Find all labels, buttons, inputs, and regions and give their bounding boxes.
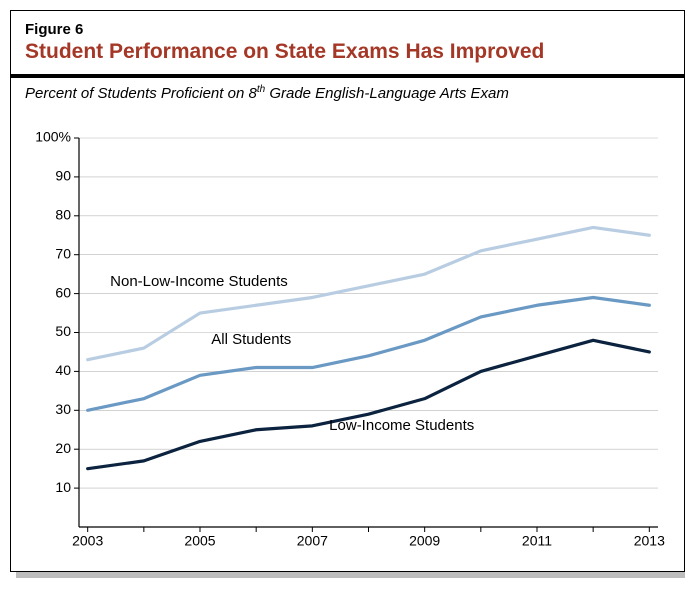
figure-header: Figure 6 Student Performance on State Ex… [11,11,684,74]
subtitle-sup: th [257,84,265,95]
x-tick-label: 2013 [634,532,665,548]
y-tick-label: 10 [55,479,71,495]
y-tick-label: 30 [55,401,71,417]
x-tick-label: 2003 [72,532,103,548]
series-label: All Students [211,331,291,348]
figure-container: Figure 6 Student Performance on State Ex… [10,10,685,582]
x-tick-label: 2011 [522,532,552,548]
y-tick-label: 50 [55,323,71,339]
x-tick-label: 2009 [409,532,440,548]
series-line [88,297,650,410]
series-label: Low-Income Students [329,417,474,434]
subtitle-pre: Percent of Students Proficient on 8 [25,85,257,102]
figure-title: Student Performance on State Exams Has I… [25,40,670,64]
figure-subtitle: Percent of Students Proficient on 8th Gr… [11,78,684,102]
y-tick-label: 60 [55,284,71,300]
x-tick-label: 2005 [184,532,215,548]
chart-area: 10 20 30 40 50 60 70 80 90 100% 2003 2005 2007 2009 20… [25,126,670,557]
y-tick-label: 70 [55,245,71,261]
x-tick-label: 2007 [297,532,328,548]
series-label: Non-Low-Income Students [110,273,288,290]
line-chart: 10 20 30 40 50 60 70 80 90 100% 2003 2005 2007 2009 20… [25,126,670,557]
y-tick-label: 40 [55,362,71,378]
y-tick-label: 90 [55,168,71,184]
figure-label: Figure 6 [25,21,670,38]
y-tick-label: 100% [35,129,71,145]
y-tick-label: 20 [55,440,71,456]
subtitle-post: Grade English-Language Arts Exam [265,85,509,102]
figure-panel: Figure 6 Student Performance on State Ex… [10,10,685,572]
y-tick-label: 80 [55,207,71,223]
